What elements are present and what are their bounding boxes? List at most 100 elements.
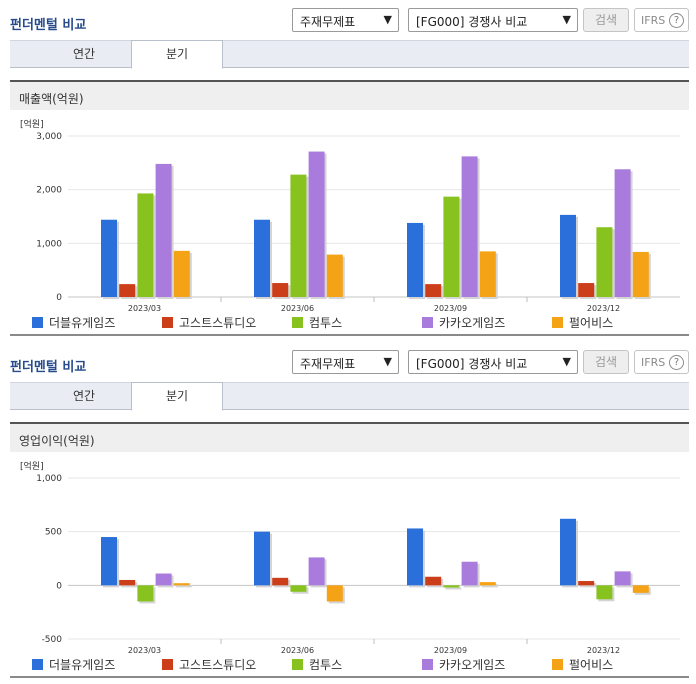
bar [443, 585, 460, 588]
search-button[interactable]: 검색 [583, 350, 629, 374]
section-title: 매출액(억원) [10, 80, 689, 110]
question-mark-icon: ? [669, 355, 684, 370]
chart-legend: 더블유게임즈 고스트스튜디오 컴투스 카카오게임즈 펄어비스 [10, 652, 689, 678]
x-tick-label: 2023/09 [434, 646, 467, 655]
y-tick-label: 2,000 [36, 186, 62, 196]
legend-label: 고스트스튜디오 [179, 658, 257, 672]
legend-swatch [292, 659, 303, 670]
bar [407, 528, 423, 586]
y-tick-label: 0 [56, 293, 62, 303]
tab-quarterly[interactable]: 분기 [131, 40, 223, 69]
statement-type-select[interactable]: 주재무제표 ▼ [292, 8, 399, 32]
peer-group-select[interactable]: [FG000] 경쟁사 비교 ▼ [408, 350, 578, 374]
bar [119, 579, 136, 586]
bar [560, 518, 576, 586]
legend-swatch [422, 659, 433, 670]
legend-label: 컴투스 [309, 316, 343, 330]
operating-profit-chart-svg: [억원] -500 0 500 1,000 2023/03 2023/06 2023/09 20… [20, 460, 680, 655]
bar [155, 573, 172, 586]
period-tabs: 연간 분기 [10, 40, 689, 69]
legend-item[interactable]: 더블유게임즈 [32, 656, 115, 673]
y-tick-label: 500 [45, 528, 62, 538]
ifrs-help-button[interactable]: IFRS ? [634, 8, 689, 32]
bar [443, 196, 460, 297]
legend-label: 카카오게임즈 [439, 658, 506, 672]
legend-item[interactable]: 펄어비스 [552, 656, 613, 673]
y-tick-label: 1,000 [36, 474, 62, 484]
panel-title: 펀더멘털 비교 [10, 360, 87, 375]
bar [578, 581, 595, 586]
legend-label: 펄어비스 [569, 658, 614, 672]
bar [308, 557, 325, 586]
ifrs-label: IFRS [641, 14, 666, 27]
legend-item[interactable]: 고스트스튜디오 [162, 314, 256, 331]
legend-swatch [162, 659, 173, 670]
fundamental-compare-panel-1: 펀더멘털 비교 주재무제표 ▼ [FG000] 경쟁사 비교 ▼ 검색 IFRS… [0, 0, 696, 336]
ifrs-help-button[interactable]: IFRS ? [634, 350, 689, 374]
bar [272, 577, 289, 586]
chevron-down-icon: ▼ [383, 13, 392, 26]
legend-swatch [162, 317, 173, 328]
question-mark-icon: ? [669, 13, 684, 28]
peer-group-value: [FG000] 경쟁사 비교 [416, 15, 528, 29]
chevron-down-icon: ▼ [562, 355, 571, 368]
bar [614, 571, 631, 586]
operating-profit-bar-chart: [억원] -500 0 500 1,000 2023/03 2023/06 2023/09 20… [10, 452, 689, 680]
panel-title: 펀더멘털 비교 [10, 18, 87, 33]
bar [137, 585, 154, 602]
tab-annual[interactable]: 연간 [72, 47, 96, 61]
x-tick-label: 2023/12 [587, 304, 620, 313]
legend-swatch [32, 317, 43, 328]
legend-label: 펄어비스 [569, 316, 614, 330]
legend-swatch [292, 317, 303, 328]
legend-item[interactable]: 카카오게임즈 [422, 656, 505, 673]
bar [407, 222, 423, 297]
revenue-chart-svg: [억원] 0 1,000 2,000 3,000 2023/03 2023/06 2023/0… [20, 118, 680, 313]
y-unit-label: [억원] [20, 118, 44, 130]
y-unit-label: [억원] [20, 460, 44, 472]
bar-shadow [175, 585, 192, 588]
revenue-bar-chart: [억원] 0 1,000 2,000 3,000 2023/03 2023/06 2023/0… [10, 110, 689, 338]
bar-shadow [445, 587, 462, 590]
legend-label: 더블유게임즈 [49, 316, 116, 330]
bar [290, 585, 307, 592]
y-tick-label: -500 [42, 635, 63, 645]
x-tick-label: 2023/03 [128, 304, 161, 313]
x-tick-label: 2023/06 [281, 646, 314, 655]
bar [479, 582, 496, 586]
chevron-down-icon: ▼ [562, 13, 571, 26]
bar [254, 531, 270, 586]
bar [173, 250, 190, 297]
peer-group-select[interactable]: [FG000] 경쟁사 비교 ▼ [408, 8, 578, 32]
bar [461, 156, 478, 297]
legend-item[interactable]: 컴투스 [292, 656, 342, 673]
x-tick-label: 2023/03 [128, 646, 161, 655]
legend-item[interactable]: 펄어비스 [552, 314, 613, 331]
legend-item[interactable]: 고스트스튜디오 [162, 656, 256, 673]
legend-swatch [552, 659, 563, 670]
search-button[interactable]: 검색 [583, 8, 629, 32]
legend-item[interactable]: 카카오게임즈 [422, 314, 505, 331]
y-tick-label: 0 [56, 581, 62, 591]
bar [461, 561, 478, 586]
bar [326, 254, 343, 297]
legend-item[interactable]: 컴투스 [292, 314, 342, 331]
statement-type-value: 주재무제표 [300, 357, 356, 371]
bar [254, 219, 270, 297]
period-tabs: 연간 분기 [10, 382, 689, 411]
bar [173, 583, 190, 586]
legend-label: 고스트스튜디오 [179, 316, 257, 330]
bar [425, 576, 442, 586]
bar [155, 163, 172, 297]
legend-item[interactable]: 더블유게임즈 [32, 314, 115, 331]
bar [308, 151, 325, 297]
x-tick-label: 2023/06 [281, 304, 314, 313]
legend-label: 더블유게임즈 [49, 658, 116, 672]
legend-swatch [422, 317, 433, 328]
chart-legend: 더블유게임즈 고스트스튜디오 컴투스 카카오게임즈 펄어비스 [10, 310, 689, 336]
x-tick-label: 2023/12 [587, 646, 620, 655]
tab-annual[interactable]: 연간 [72, 389, 96, 403]
peer-group-value: [FG000] 경쟁사 비교 [416, 357, 528, 371]
tab-quarterly[interactable]: 분기 [131, 382, 223, 411]
statement-type-select[interactable]: 주재무제표 ▼ [292, 350, 399, 374]
